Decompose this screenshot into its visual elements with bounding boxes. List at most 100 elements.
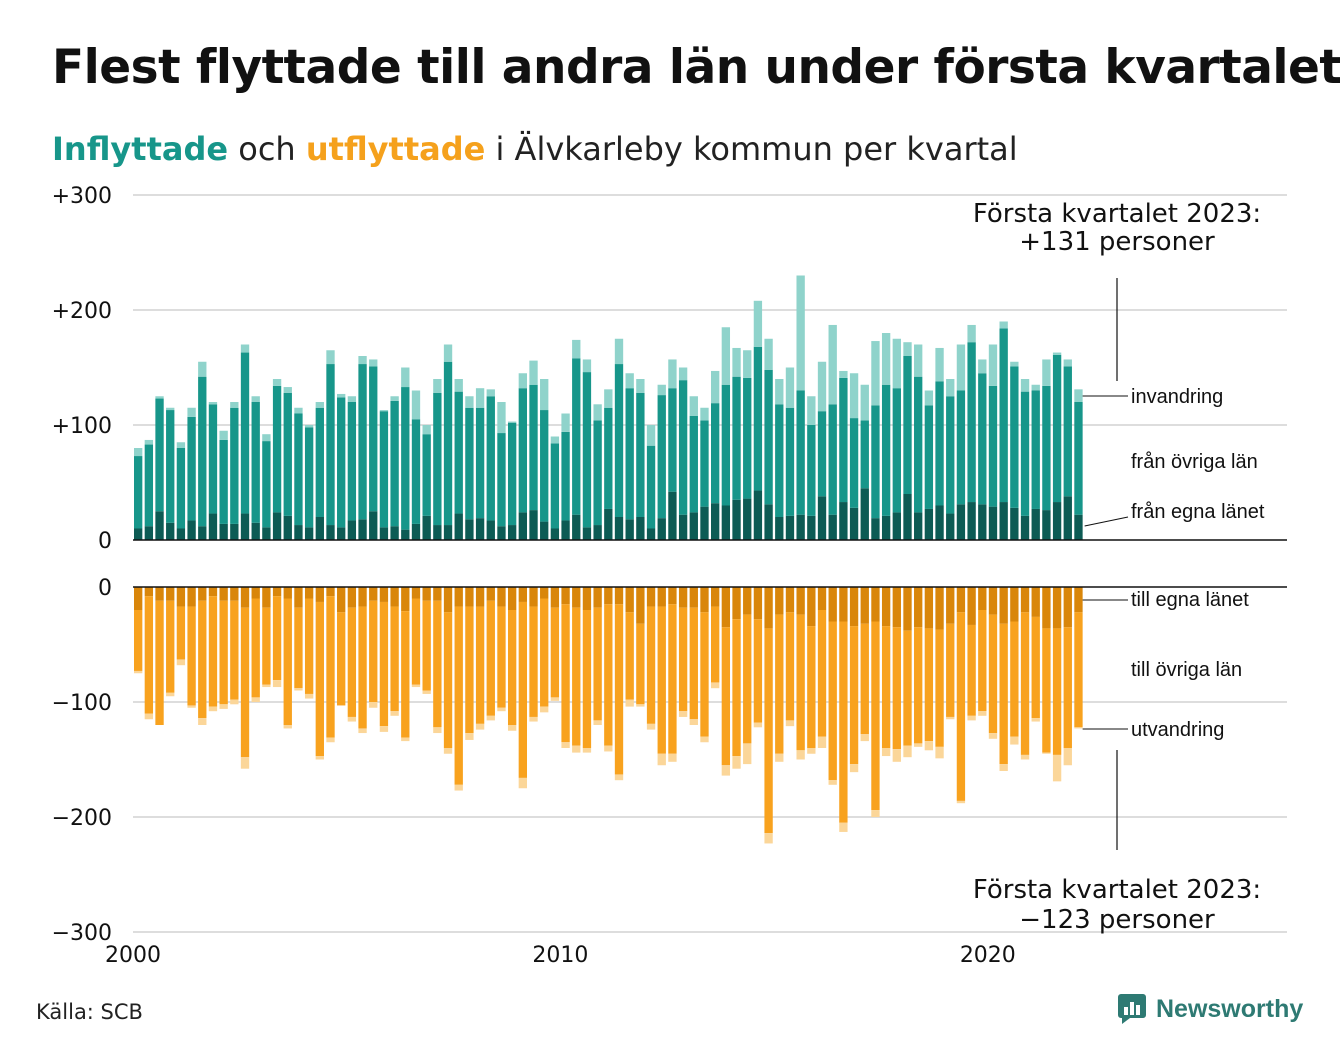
bar-in-egna bbox=[347, 520, 357, 540]
bar-out-utvandring bbox=[358, 728, 367, 734]
bar-in-egna bbox=[379, 527, 389, 540]
bar-in-egna bbox=[1020, 515, 1030, 540]
bar-in-invandring bbox=[967, 324, 976, 343]
bar-out-egna bbox=[711, 587, 720, 607]
bar-in-invandring bbox=[390, 396, 399, 401]
bar-in-ovriga bbox=[711, 403, 720, 504]
bar-in-egna bbox=[999, 502, 1008, 540]
bar-out-ovriga bbox=[657, 606, 666, 754]
bar-out-utvandring bbox=[390, 711, 399, 716]
bar-out-ovriga bbox=[807, 626, 816, 748]
bar-out-utvandring bbox=[379, 726, 389, 732]
bar-in-egna bbox=[369, 511, 378, 540]
bar-in-egna bbox=[849, 507, 859, 540]
bar-in-invandring bbox=[486, 389, 495, 397]
bar-out-utvandring bbox=[978, 711, 987, 716]
bar-in-invandring bbox=[304, 425, 314, 428]
bar-out-ovriga bbox=[230, 600, 239, 700]
bar-in-ovriga bbox=[1042, 385, 1051, 511]
bar-out-ovriga bbox=[625, 612, 634, 700]
bar-out-ovriga bbox=[283, 598, 292, 725]
bar-out-utvandring bbox=[1031, 718, 1040, 722]
bar-out-utvandring bbox=[839, 822, 848, 832]
bar-in-invandring bbox=[219, 430, 228, 440]
bar-out-ovriga bbox=[540, 598, 549, 707]
bar-in-egna bbox=[956, 504, 966, 540]
bar-out-egna bbox=[914, 587, 923, 628]
bar-out-utvandring bbox=[326, 737, 335, 743]
bar-in-invandring bbox=[732, 347, 741, 377]
bar-in-ovriga bbox=[817, 411, 827, 497]
bar-out-egna bbox=[892, 587, 901, 628]
bar-in-egna bbox=[433, 525, 442, 540]
bar-in-ovriga bbox=[337, 397, 346, 528]
bar-out-egna bbox=[176, 587, 186, 607]
bar-out-utvandring bbox=[593, 720, 602, 725]
bar-in-ovriga bbox=[807, 425, 816, 516]
bar-in-invandring bbox=[956, 344, 966, 391]
bar-in-ovriga bbox=[582, 372, 592, 528]
bar-out-ovriga bbox=[304, 598, 314, 694]
bar-in-ovriga bbox=[198, 376, 207, 527]
bar-in-ovriga bbox=[497, 433, 506, 527]
bar-out-utvandring bbox=[743, 743, 752, 765]
bar-in-ovriga bbox=[166, 410, 175, 523]
bar-out-ovriga bbox=[1042, 628, 1051, 753]
bar-in-egna bbox=[711, 503, 720, 540]
bar-out-ovriga bbox=[411, 598, 421, 685]
bar-in-invandring bbox=[251, 396, 260, 402]
bar-out-egna bbox=[924, 587, 934, 629]
bar-in-invandring bbox=[176, 442, 186, 448]
bar-in-invandring bbox=[401, 367, 410, 388]
bar-out-egna bbox=[753, 587, 763, 620]
bar-out-utvandring bbox=[678, 711, 688, 717]
annotation-bottom-line2: −123 personer bbox=[1019, 905, 1215, 935]
bar-out-egna bbox=[646, 587, 656, 607]
bar-out-egna bbox=[1010, 587, 1019, 622]
bar-in-egna bbox=[892, 512, 901, 540]
bar-in-ovriga bbox=[700, 420, 709, 507]
bar-in-ovriga bbox=[593, 420, 602, 526]
bar-out-utvandring bbox=[401, 737, 410, 742]
bar-in-egna bbox=[817, 496, 827, 540]
bar-out-ovriga bbox=[881, 626, 891, 748]
bar-in-egna bbox=[967, 502, 976, 540]
bar-in-invandring bbox=[166, 407, 175, 411]
bar-in-egna bbox=[614, 517, 624, 540]
bar-out-egna bbox=[946, 587, 955, 624]
bar-out-egna bbox=[262, 587, 271, 608]
bar-out-egna bbox=[572, 587, 581, 608]
bar-out-egna bbox=[1052, 587, 1062, 629]
bar-out-ovriga bbox=[465, 606, 474, 734]
bar-in-ovriga bbox=[999, 328, 1008, 503]
bar-in-invandring bbox=[1074, 389, 1083, 402]
bar-out-utvandring bbox=[689, 719, 698, 725]
bar-out-egna bbox=[743, 587, 752, 615]
bar-out-utvandring bbox=[775, 753, 784, 762]
bar-out-egna bbox=[817, 587, 827, 610]
bar-in-ovriga bbox=[134, 456, 143, 529]
bar-in-egna bbox=[860, 488, 869, 540]
bar-in-ovriga bbox=[860, 420, 869, 489]
bar-out-utvandring bbox=[1042, 752, 1051, 754]
annotation-bottom-line1: Första kvartalet 2023: bbox=[973, 875, 1261, 905]
bar-in-invandring bbox=[614, 338, 624, 365]
bar-out-egna bbox=[988, 587, 998, 615]
bar-out-utvandring bbox=[668, 753, 677, 762]
bar-in-egna bbox=[721, 505, 731, 540]
bar-out-utvandring bbox=[518, 777, 528, 789]
bar-in-invandring bbox=[240, 344, 250, 353]
bar-out-egna bbox=[304, 587, 314, 599]
bar-in-invandring bbox=[561, 413, 570, 432]
bar-out-egna bbox=[540, 587, 549, 599]
annotation-top-line1: Första kvartalet 2023: bbox=[973, 199, 1261, 229]
bar-in-egna bbox=[326, 525, 335, 540]
bar-in-egna bbox=[593, 525, 602, 540]
bar-in-invandring bbox=[796, 275, 805, 391]
bar-in-ovriga bbox=[839, 377, 848, 503]
bar-out-ovriga bbox=[967, 624, 976, 716]
bar-out-egna bbox=[208, 587, 218, 597]
y-tick-label-bottom: 0 bbox=[98, 576, 112, 601]
bar-in-egna bbox=[283, 515, 292, 540]
